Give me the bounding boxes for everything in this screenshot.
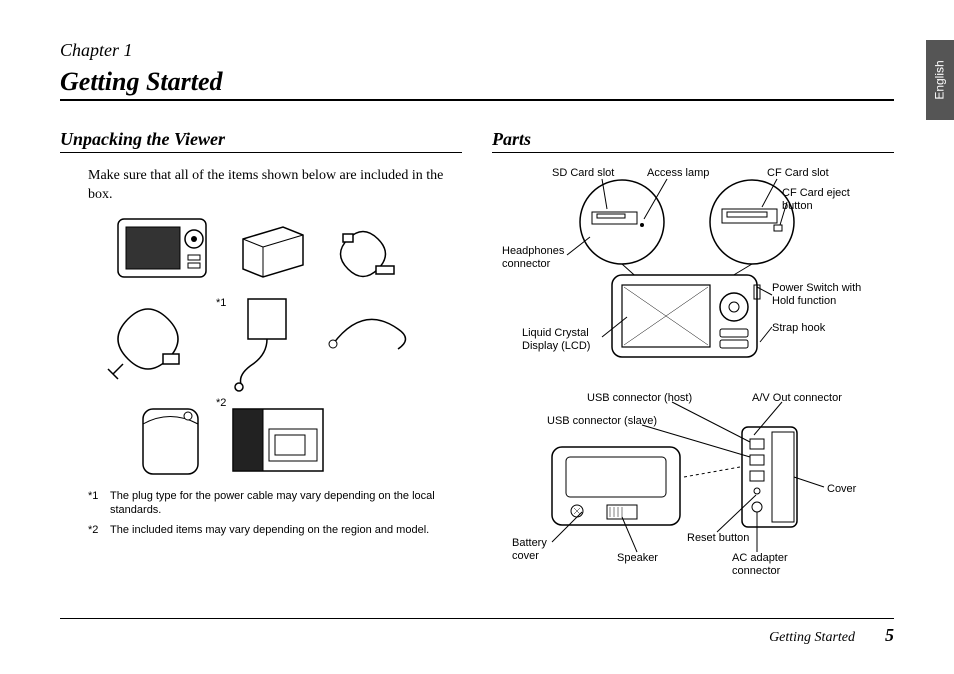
docs-icon <box>233 409 323 471</box>
strap-icon <box>329 319 406 349</box>
label-ac-adapter: AC adapter connector <box>732 552 812 578</box>
box-items-diagram: *1 *2 <box>88 219 462 489</box>
content-columns: Unpacking the Viewer Make sure that all … <box>60 129 894 597</box>
title-rule <box>60 99 894 101</box>
label-cf-card-slot: CF Card slot <box>767 167 829 180</box>
left-column: Unpacking the Viewer Make sure that all … <box>60 129 462 597</box>
parts-diagram: SD Card slot Access lamp CF Card slot CF… <box>492 167 894 597</box>
label-headphones: Headphones connector <box>502 245 582 271</box>
language-tab: English <box>926 40 954 120</box>
right-column: Parts SD Card slot Access lamp CF Card s… <box>492 129 894 597</box>
label-battery-cover: Battery cover <box>512 537 562 563</box>
footer-section: Getting Started <box>769 630 855 646</box>
footnotes: *1 The plug type for the power cable may… <box>88 489 462 538</box>
power-cable-icon <box>108 309 179 379</box>
footnote-2-marker: *2 <box>88 523 102 537</box>
case-icon <box>143 409 198 474</box>
box-items-svg <box>88 219 468 489</box>
label-reset: Reset button <box>687 532 749 545</box>
intro-text: Make sure that all of the items shown be… <box>88 167 462 205</box>
label-lcd: Liquid Crystal Display (LCD) <box>522 327 607 353</box>
label-cf-eject: CF Card eject button <box>782 187 872 213</box>
label-cover: Cover <box>827 483 856 496</box>
language-tab-label: English <box>933 60 947 99</box>
label-sd-card-slot: SD Card slot <box>552 167 614 180</box>
footnote-2-text: The included items may vary depending on… <box>110 523 429 537</box>
viewer-device-icon <box>118 219 206 277</box>
battery-icon <box>243 227 303 277</box>
page-footer: Getting Started 5 <box>60 618 894 646</box>
label-power-switch: Power Switch with Hold function <box>772 282 882 308</box>
footer-page-number: 5 <box>885 625 894 646</box>
ac-adapter-icon <box>235 299 286 391</box>
section-title-parts: Parts <box>492 129 894 153</box>
footnote-1-text: The plug type for the power cable may va… <box>110 489 462 518</box>
label-usb-host: USB connector (host) <box>587 392 692 405</box>
chapter-label: Chapter 1 <box>60 40 894 61</box>
chapter-title: Getting Started <box>60 67 894 97</box>
footnote-1-marker: *1 <box>88 489 102 518</box>
label-av-out: A/V Out connector <box>752 392 842 405</box>
label-strap-hook: Strap hook <box>772 322 825 335</box>
page-content: Chapter 1 Getting Started Unpacking the … <box>60 40 894 634</box>
label-access-lamp: Access lamp <box>647 167 709 180</box>
footnote-2: *2 The included items may vary depending… <box>88 523 462 537</box>
usb-cable-icon <box>341 231 395 276</box>
ref-marker-1: *1 <box>216 297 226 309</box>
footnote-1: *1 The plug type for the power cable may… <box>88 489 462 518</box>
section-title-unpacking: Unpacking the Viewer <box>60 129 462 153</box>
ref-marker-2: *2 <box>216 397 226 409</box>
label-speaker: Speaker <box>617 552 658 565</box>
label-usb-slave: USB connector (slave) <box>547 415 657 428</box>
